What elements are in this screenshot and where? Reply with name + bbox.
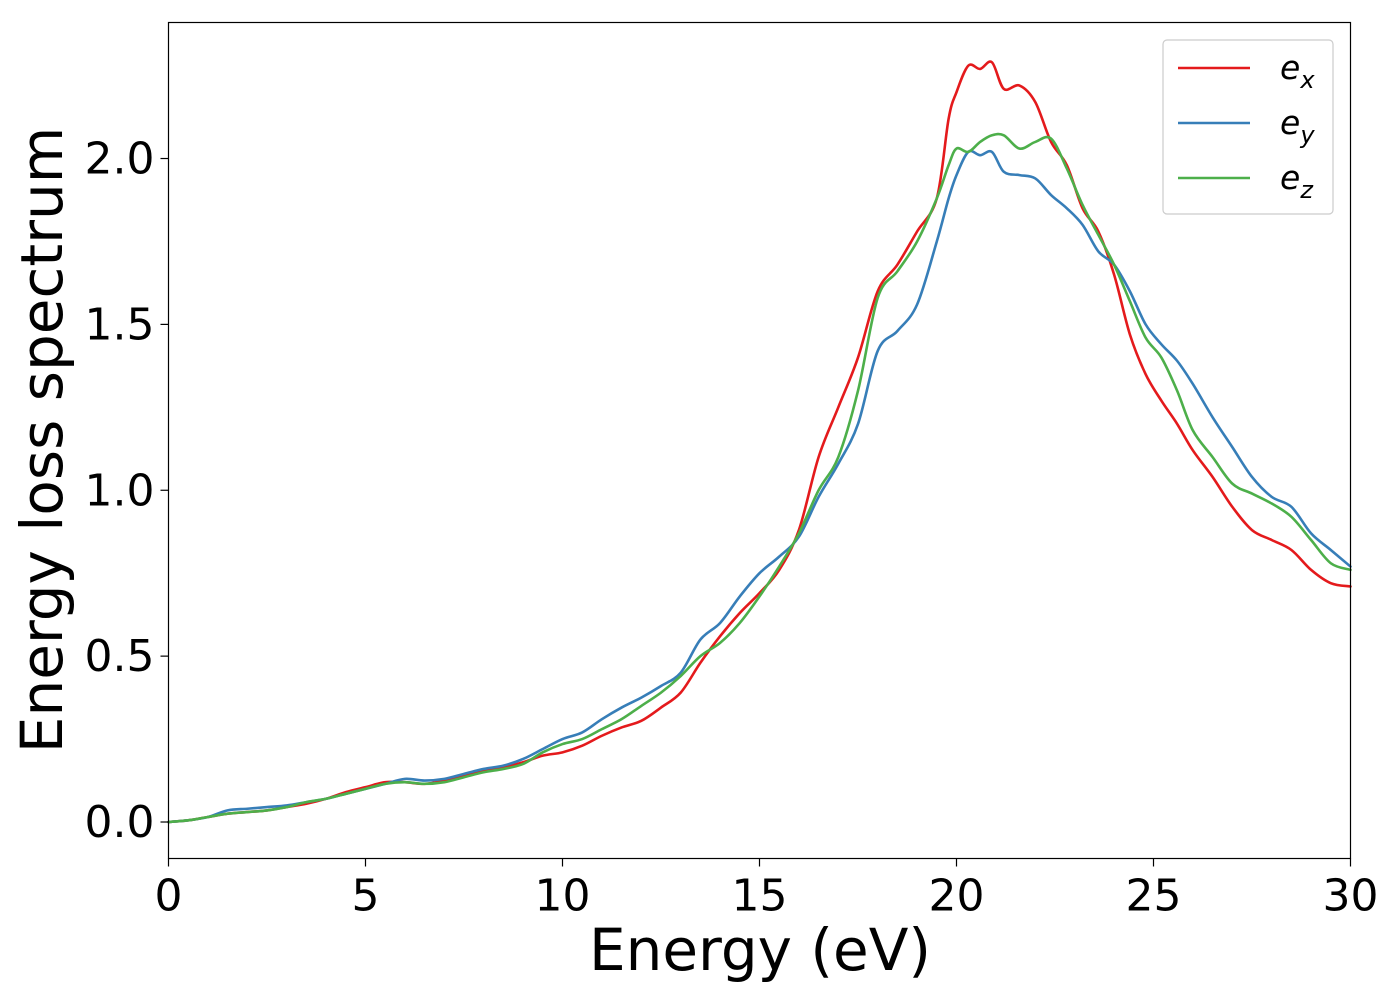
y-tick-label: 0.5: [85, 631, 155, 682]
y-tick-label: 0.0: [85, 797, 155, 848]
x-tick-label: 5: [352, 871, 380, 922]
series-line-z: [167, 132, 1352, 824]
legend-label-x: ex: [1280, 48, 1315, 94]
y-tick-label: 1.5: [85, 299, 155, 350]
x-tick-label: 20: [929, 871, 985, 922]
x-tick-label: 15: [732, 871, 788, 922]
legend-label-y: ey: [1280, 103, 1315, 149]
series-line-y: [167, 149, 1352, 824]
series-line-x: [167, 60, 1352, 824]
y-tick-label: 1.0: [85, 465, 155, 516]
series-layer: [167, 60, 1352, 824]
x-axis: 0 5 10 15 20 25 30: [155, 858, 1379, 922]
x-tick-label: 0: [155, 871, 183, 922]
y-axis-title: Energy loss spectrum: [8, 127, 76, 753]
y-axis: 0.0 0.5 1.0 1.5 2.0: [85, 134, 169, 848]
y-tick-label: 2.0: [85, 134, 155, 185]
x-tick-label: 10: [535, 871, 591, 922]
legend-box: [1162, 39, 1334, 215]
x-axis-title: Energy (eV): [589, 916, 931, 984]
x-tick-label: 30: [1323, 871, 1379, 922]
x-tick-label: 25: [1126, 871, 1182, 922]
